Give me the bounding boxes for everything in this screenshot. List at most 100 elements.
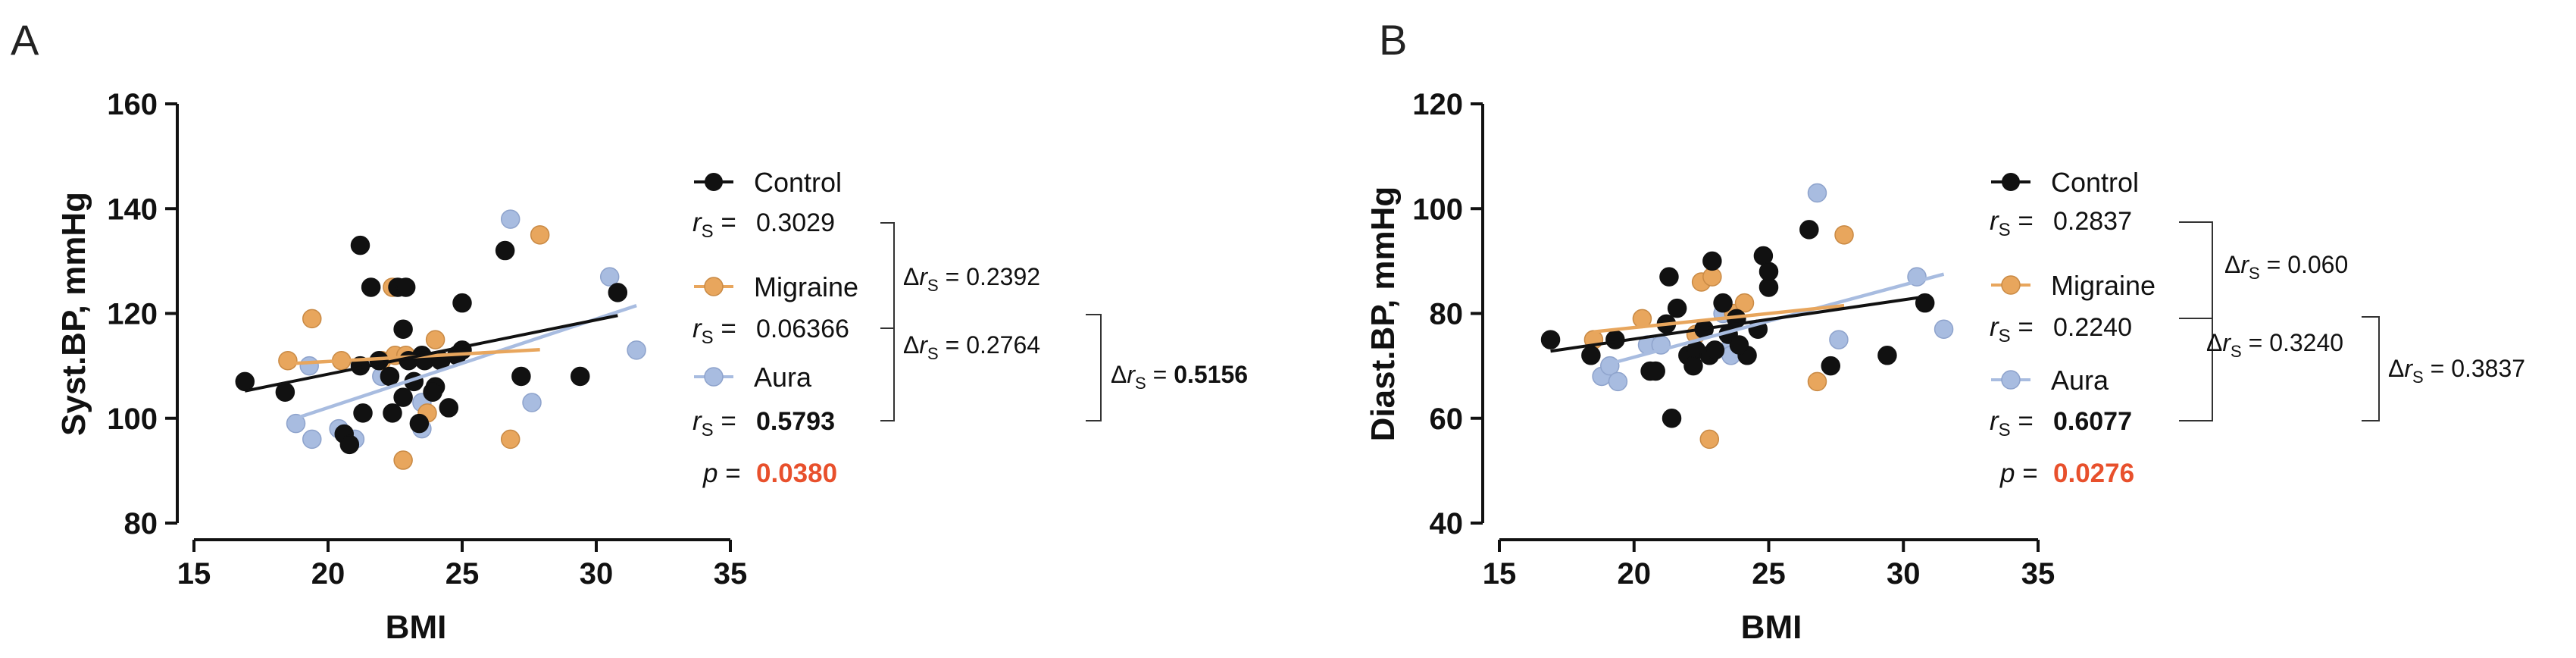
data-point-control [339,434,360,455]
data-point-aura [1807,183,1827,203]
data-point-migraine [500,429,521,450]
x-tick-label: 35 [2021,557,2055,591]
bracket-migraine-aura [2179,318,2213,421]
panel-b: B Diast.BP, mmHg BMI 40 60 80 100 120 15 20 25 3… [1365,16,2525,646]
data-point-control [1662,409,1682,428]
rs-value-aura: 0.6077 [2053,407,2132,436]
data-point-control [1702,251,1722,271]
rs-value-control: 0.2837 [2053,207,2132,236]
x-axis-title: BMI [386,609,447,646]
data-point-aura [1829,330,1849,349]
delta-rs-2: ΔrS = 0.3240 [2206,329,2343,361]
x-tick-label: 25 [445,557,480,591]
data-point-control [571,366,590,387]
data-point-migraine [1807,371,1827,392]
data-point-control [409,413,430,434]
bracket-control-aura [1086,314,1102,421]
bracket-control-migraine [880,222,895,329]
legend-label: Aura [2051,365,2109,396]
data-point-control [1540,330,1561,349]
axes: 40 60 80 100 120 15 20 25 30 35 [1412,88,2055,591]
delta-rs-1: ΔrS = 0.2392 [903,263,1040,295]
delta-brackets [880,222,1102,421]
legend-marker [704,367,724,387]
rs-label: rS = [1990,312,2034,346]
legend-entry-control: Control [1991,167,2139,198]
data-point-aura [627,340,646,360]
data-point-control [452,293,472,313]
y-tick-label: 120 [107,298,158,331]
delta-brackets [2179,221,2380,421]
legend-marker [2002,173,2020,191]
data-point-control [1646,361,1665,381]
bracket-migraine-aura [880,327,895,421]
p-label: p = [1999,459,2038,488]
rs-label: rS = [1990,406,2034,440]
trend-line-migraine [1593,303,1845,334]
data-point-control [1713,293,1733,313]
y-axis-title: Syst.BP, mmHg [55,192,92,436]
data-point-control [350,235,370,255]
legend-entry-migraine: Migraine [694,271,858,302]
data-point-control [361,277,381,297]
plot-area [1540,183,1954,450]
y-tick-label: 120 [1412,88,1463,121]
x-tick-label: 30 [1887,557,1921,591]
legend-entry-aura: Aura [1991,365,2109,396]
data-point-control [423,382,442,402]
data-point-control [1705,340,1725,360]
data-point-aura [299,356,319,376]
data-point-control [439,398,459,418]
legend-label: Control [2051,167,2139,198]
rs-value-control: 0.3029 [756,208,835,237]
rs-label: rS = [692,208,736,242]
data-point-control [393,387,413,407]
delta-rs-1: ΔrS = 0.060 [2224,251,2348,283]
data-point-control [383,403,402,423]
trend-line-control [1550,295,1925,353]
data-point-control [1581,346,1601,365]
legend-marker [2001,370,2021,390]
legend-marker [2001,275,2021,295]
data-point-aura [1608,371,1628,392]
legend-entry-migraine: Migraine [1991,270,2156,301]
rs-value-migraine: 0.06366 [756,315,849,343]
data-point-aura [522,393,542,412]
data-point-control [235,371,255,392]
panel-letter: A [11,16,39,64]
data-point-migraine [393,450,413,470]
data-point-aura [286,413,306,434]
data-point-control [393,319,413,339]
data-point-migraine [1734,293,1755,313]
data-point-control [380,366,400,387]
x-axis-title: BMI [1741,609,1802,646]
x-tick-label: 30 [580,557,614,591]
legend-marker [705,173,723,191]
x-tick-label: 20 [1618,557,1652,591]
delta-rs-3: ΔrS = 0.3837 [2388,355,2525,387]
data-point-control [1758,262,1779,281]
y-tick-label: 140 [107,193,158,226]
data-point-aura [500,209,521,229]
legend: Control rS = 0.3029 Migraine rS = 0.0636… [692,167,858,488]
data-point-control [1659,267,1679,287]
x-tick-label: 35 [714,557,748,591]
data-point-control [1667,298,1687,318]
rs-value-migraine: 0.2240 [2053,313,2132,342]
data-point-migraine [1699,429,1720,450]
data-point-control [395,277,416,297]
trend-line-control [244,314,618,393]
rs-label: rS = [692,314,736,348]
y-tick-label: 40 [1430,507,1464,540]
x-tick-label: 15 [1483,557,1517,591]
data-point-control [1821,356,1841,376]
data-point-control [511,366,531,387]
delta-rs-2: ΔrS = 0.2764 [903,331,1040,363]
x-tick-label: 15 [177,557,211,591]
legend-label: Migraine [754,271,858,302]
p-value: 0.0276 [2053,459,2134,488]
data-point-control [353,403,373,423]
y-tick-label: 80 [124,507,158,540]
data-point-control [1799,220,1819,240]
